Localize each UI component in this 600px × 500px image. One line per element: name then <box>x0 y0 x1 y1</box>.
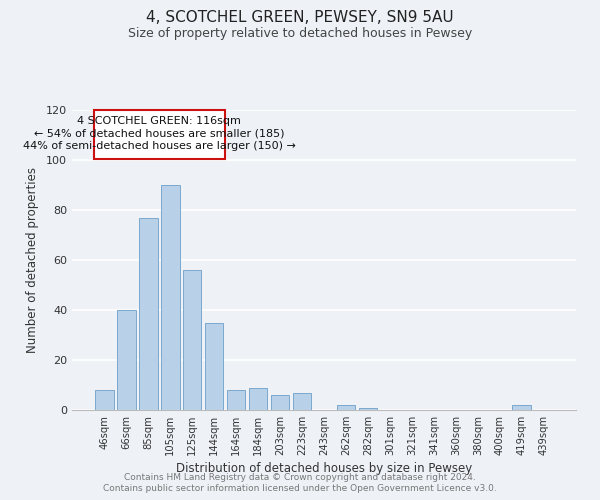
Text: Contains HM Land Registry data © Crown copyright and database right 2024.: Contains HM Land Registry data © Crown c… <box>124 473 476 482</box>
Bar <box>183 270 202 410</box>
Bar <box>94 110 225 159</box>
Bar <box>249 388 268 410</box>
Bar <box>139 218 158 410</box>
Text: 44% of semi-detached houses are larger (150) →: 44% of semi-detached houses are larger (… <box>23 141 296 151</box>
X-axis label: Distribution of detached houses by size in Pewsey: Distribution of detached houses by size … <box>176 462 472 475</box>
Text: ← 54% of detached houses are smaller (185): ← 54% of detached houses are smaller (18… <box>34 128 284 138</box>
Text: 4, SCOTCHEL GREEN, PEWSEY, SN9 5AU: 4, SCOTCHEL GREEN, PEWSEY, SN9 5AU <box>146 10 454 26</box>
Y-axis label: Number of detached properties: Number of detached properties <box>26 167 39 353</box>
Bar <box>95 390 113 410</box>
Bar <box>161 185 179 410</box>
Bar <box>117 310 136 410</box>
Bar <box>293 392 311 410</box>
Bar <box>227 390 245 410</box>
Bar <box>205 322 223 410</box>
Bar <box>337 405 355 410</box>
Text: 4 SCOTCHEL GREEN: 116sqm: 4 SCOTCHEL GREEN: 116sqm <box>77 116 241 126</box>
Bar <box>359 408 377 410</box>
Text: Size of property relative to detached houses in Pewsey: Size of property relative to detached ho… <box>128 28 472 40</box>
Bar <box>512 405 531 410</box>
Text: Contains public sector information licensed under the Open Government Licence v3: Contains public sector information licen… <box>103 484 497 493</box>
Bar <box>271 395 289 410</box>
